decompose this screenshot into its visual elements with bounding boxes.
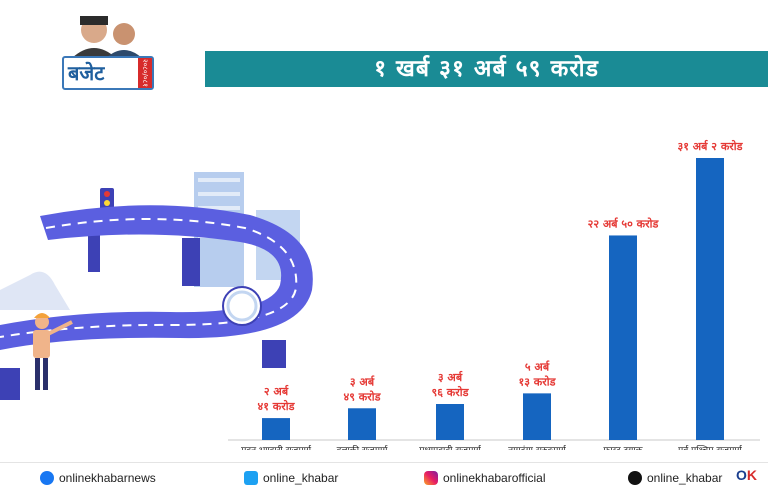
bars-group: २ अर्ब४१ करोडमदन भण्डारी राजमार्ग३ अर्ब४… — [241, 139, 744, 450]
bar-data-label: ३१ अर्ब २ करोड — [677, 139, 743, 153]
twitter-icon — [244, 471, 258, 485]
facebook-link[interactable]: onlinekhabarnews — [40, 470, 156, 486]
category-label: मध्यपहाडी राजमार्ग — [419, 444, 482, 450]
twitter-link[interactable]: online_khabar — [244, 470, 338, 486]
road-budget-chart: २ अर्ब४१ करोडमदन भण्डारी राजमार्ग३ अर्ब४… — [0, 139, 760, 450]
tiktok-handle: online_khabar — [647, 471, 723, 485]
bar-data-label: ५ अर्ब — [525, 359, 550, 373]
road-illustration — [0, 172, 313, 400]
category-label: पूर्व पश्चिम राजमार्ग — [678, 444, 743, 450]
bar — [523, 393, 551, 440]
bar — [262, 418, 290, 440]
bar-data-label: ३ अर्ब — [438, 370, 463, 384]
facebook-handle: onlinekhabarnews — [59, 471, 156, 485]
tiktok-icon — [628, 471, 642, 485]
category-label: नागढुंगा सुरुङमार्ग — [508, 444, 567, 450]
category-label: फास्ट ट्र्याक — [603, 446, 643, 450]
tiktok-link[interactable]: online_khabar — [628, 470, 722, 486]
budget-logo-word: बजेट — [68, 61, 105, 85]
instagram-link[interactable]: onlinekhabarofficial — [424, 470, 546, 486]
twitter-handle: online_khabar — [263, 471, 339, 485]
bar-data-label: ३ अर्ब — [350, 374, 375, 388]
bar-data-label: १३ करोड — [519, 374, 557, 388]
bar-data-label: ४१ करोड — [258, 399, 296, 413]
bar — [348, 408, 376, 440]
bar-data-label: ४९ करोड — [344, 389, 382, 403]
bar-data-label: २ अर्ब — [264, 384, 289, 398]
onlinekhabar-logo: OK — [736, 467, 758, 483]
headline-total: १ खर्ब ३१ अर्ब ५९ करोड — [374, 56, 599, 82]
bar-data-label: ९६ करोड — [432, 385, 470, 399]
category-label: हुलाकी राजमार्ग — [337, 444, 389, 450]
category-label: मदन भण्डारी राजमार्ग — [241, 444, 312, 450]
budget-logo-year: २०८०/०८१ — [138, 58, 152, 88]
bar — [609, 235, 637, 440]
budget-logo: बजेट २०८०/०८१ — [62, 10, 154, 90]
engineer-icon — [33, 313, 73, 390]
headline-bar — [205, 51, 768, 87]
leaders-portrait-icon — [72, 16, 142, 58]
bar — [696, 158, 724, 440]
instagram-icon — [424, 471, 438, 485]
bar — [436, 404, 464, 440]
facebook-icon — [40, 471, 54, 485]
budget-logo-box: बजेट २०८०/०८१ — [62, 56, 154, 90]
instagram-handle: onlinekhabarofficial — [443, 471, 546, 485]
bar-data-label: २२ अर्ब ५० करोड — [588, 216, 660, 230]
